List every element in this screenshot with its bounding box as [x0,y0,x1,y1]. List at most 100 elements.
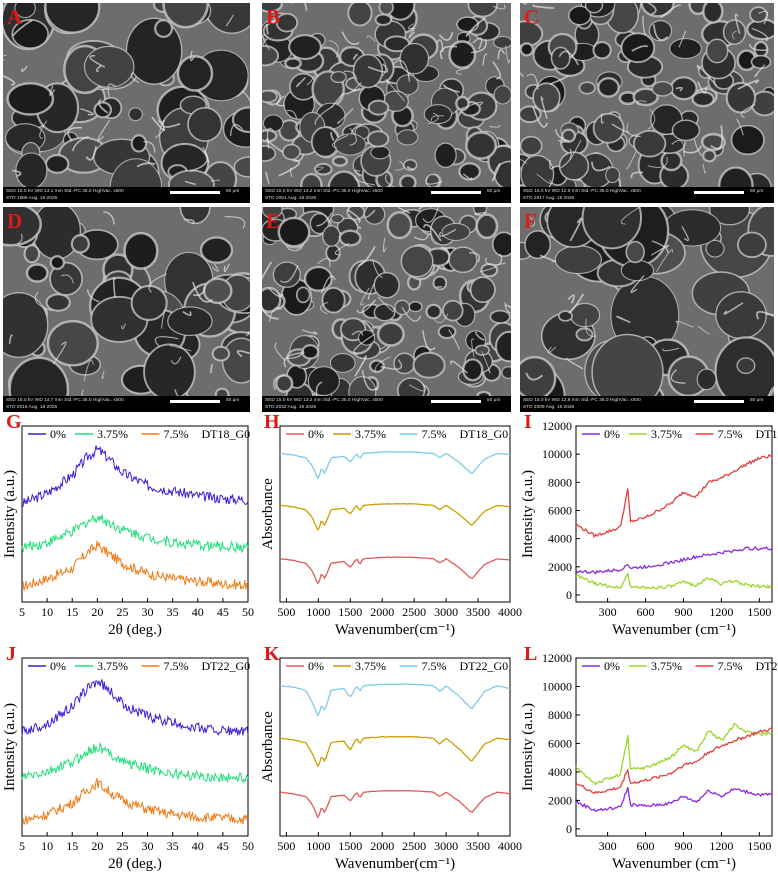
sem-meta-text: STD 2017 Aug. 19 2025 [523,196,575,201]
legend-label: 0% [604,427,620,441]
panel-letter: D [7,209,23,233]
series-line-3-75pct [21,741,249,784]
x-tick-label: 40 [192,839,204,853]
y-tick-label: 6000 [548,736,572,750]
sem-info-bar: SED 15.0 kV WD 13.2 mm Std.-PC 35.0 High… [262,396,511,412]
scale-label: 50 μm [750,398,764,403]
scale-bar [431,191,481,194]
sem-meta-text: STD 1986 Aug. 19 2025 [6,196,58,201]
sem-info-bar: SED 15.0 kV WD 14.7 mm Std.-PC 35.0 High… [3,396,250,412]
sem-image-a: A SED 15.0 kV WD 13.1 mm Std.-PC 35.0 Hig… [3,3,250,203]
y-tick-label: 8000 [548,475,572,489]
y-tick-label: 0 [566,822,572,836]
chart-i-raman: I 300 600 900 1200 1500 0 2000 4000 6000 8000 10000… [520,411,778,638]
panel-letter: K [264,643,280,665]
scale-bar [170,400,220,403]
plot-frame [21,425,249,603]
x-tick-label: 3000 [434,839,458,853]
x-tick-label: 3000 [434,605,458,619]
legend-sample-tag: DT22_G0 [202,659,251,673]
legend-label: 0% [308,659,324,673]
series-line-7-5pct [575,453,773,539]
chart-g-xrd: G 5 10 15 20 25 30 35 40 45 50 0% 3.75% 7.5% DT18_G0 2θ… [2,411,254,638]
y-tick-label: 4000 [548,532,572,546]
x-tick-label: 1000 [306,605,330,619]
x-tick-label: 1500 [338,605,362,619]
chart-h-ftir: H 500 1000 1500 2000 2500 3000 3500 4000 0% 3.75% 7… [260,411,522,638]
panel-letter: L [524,643,537,665]
y-tick-label: 12000 [542,651,572,665]
series-line-3-75pct [279,502,511,532]
scale-bar [170,191,220,194]
x-tick-label: 35 [167,605,179,619]
sem-texture [3,3,250,203]
y-tick-label: 8000 [548,708,572,722]
x-tick-label: 45 [217,605,229,619]
series-line-3-75pct [575,571,773,590]
x-tick-label: 1500 [747,605,771,619]
panel-letter: F [524,209,537,233]
scale-bar [431,400,481,403]
y-axis-title: Intensity (a.u.) [520,703,536,791]
series-line-0pct [279,556,511,585]
panel-letter: B [266,5,281,29]
x-tick-label: 900 [674,605,692,619]
x-tick-label: 1500 [747,839,771,853]
sem-settings-text: SED 15.0 kV WD 12.9 mm Std.-PC 35.0 High… [523,189,641,194]
x-tick-label: 50 [242,605,254,619]
sem-texture [3,207,250,412]
sem-meta-text: STD 2016 Aug. 19 2025 [6,405,58,410]
series-line-3-75pct [21,514,249,554]
sem-image-d: D SED 15.0 kV WD 14.7 mm Std.-PC 35.0 Hig… [3,207,250,412]
x-tick-label: 15 [66,605,78,619]
x-tick-label: 45 [217,839,229,853]
x-axis-title: Wavenumber(cm⁻¹) [335,622,455,638]
x-tick-label: 2000 [370,605,394,619]
legend-label: 3.75% [355,659,386,673]
x-axis-title: 2θ (deg.) [108,622,162,638]
x-axis-title: 2θ (deg.) [108,856,162,872]
sem-texture [262,207,511,412]
sem-settings-text: SED 15.0 kV WD 12.8 mm Std.-PC 35.0 High… [523,398,641,403]
y-axis-title: Absorbance [260,478,276,550]
panel-letter: J [6,643,16,665]
legend-label: 7.5% [422,427,447,441]
chart-j-xrd: J 5 10 15 20 25 30 35 40 45 50 0% 3.75% 7.5% DT22_G0 2θ… [2,643,254,872]
x-tick-label: 500 [277,839,295,853]
scale-label: 50 μm [226,398,240,403]
x-tick-label: 2000 [370,839,394,853]
scale-label: 50 μm [487,398,501,403]
legend-label: 0% [308,427,324,441]
series-line-7-5pct [279,683,511,717]
series-line-3-75pct [279,735,511,768]
y-tick-label: 10000 [542,447,572,461]
x-tick-label: 50 [242,839,254,853]
x-tick-label: 600 [637,605,655,619]
y-axis-title: Intensity (a.u.) [2,470,18,558]
x-axis-title: Wavenumber (cm⁻¹) [612,622,736,638]
plot-frame [279,657,511,837]
legend-label: 7.5% [422,659,447,673]
series-line-7-5pct [279,451,511,480]
x-tick-label: 40 [192,605,204,619]
x-tick-label: 1200 [709,839,733,853]
sem-image-e: E SED 15.0 kV WD 13.2 mm Std.-PC 35.0 Hig… [262,207,511,412]
legend-sample-tag: DT22_G0 [460,659,509,673]
x-tick-label: 25 [116,605,128,619]
x-tick-label: 20 [91,839,103,853]
legend-sample-tag: DT22_G0 [756,659,778,673]
series-line-0pct [575,545,773,575]
sem-meta-text: STD 2009 Aug. 19 2025 [523,405,575,410]
y-tick-label: 6000 [548,503,572,517]
panel-letter: H [264,411,280,433]
y-axis-title: Intensity (a.u.) [2,703,18,791]
legend-label: 3.75% [355,427,386,441]
x-axis-title: Wavenumber(cm⁻¹) [335,856,455,872]
series-line-7-5pct [575,727,773,795]
y-axis-title: Absorbance [260,711,276,783]
x-tick-label: 300 [599,839,617,853]
x-axis-title: Wavenumber (cm⁻¹) [612,856,736,872]
sem-settings-text: SED 15.0 kV WD 13.2 mm Std.-PC 35.0 High… [265,398,383,403]
panel-letter: C [524,5,540,29]
y-tick-label: 2000 [548,560,572,574]
